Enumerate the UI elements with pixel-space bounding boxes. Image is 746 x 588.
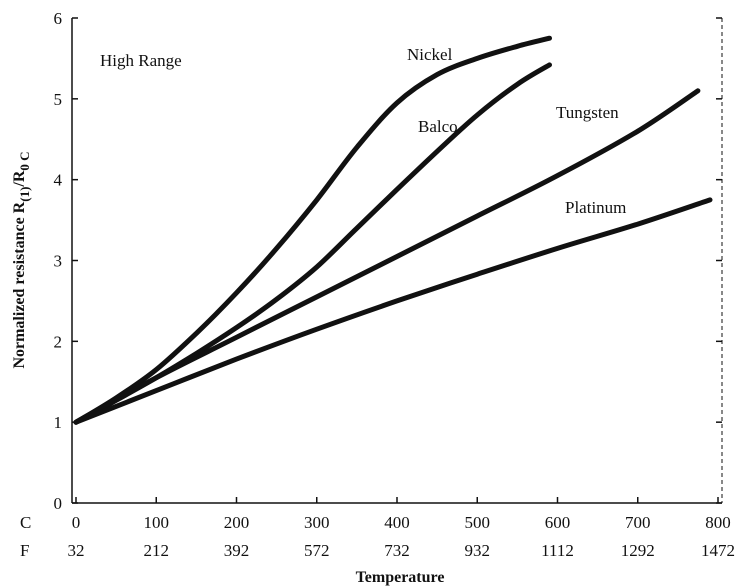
x-axis-title: Temperature xyxy=(356,569,445,586)
y-tick-group: 0 1 2 3 4 5 6 xyxy=(54,9,722,513)
y-axis-title-sub2: 0 C xyxy=(17,151,32,170)
y-axis-title-sub1: (1) xyxy=(17,187,32,202)
x-tick-label-c: 700 xyxy=(625,513,651,532)
x-tick-label-c: 600 xyxy=(545,513,571,532)
y-tick-label: 2 xyxy=(54,332,63,351)
series-line-platinum xyxy=(73,197,713,425)
x-tick-label-c: 0 xyxy=(72,513,81,532)
x-tick-label-c: 400 xyxy=(384,513,410,532)
series-label-nickel: Nickel xyxy=(407,45,453,64)
y-axis-title: Normalized resistance R(1)/R0 C xyxy=(11,151,32,368)
x-unit-primary-label: C xyxy=(20,513,31,532)
x-tick-label-f: 932 xyxy=(465,541,491,560)
y-tick-label: 5 xyxy=(54,90,63,109)
series-line-tungsten xyxy=(73,88,701,425)
x-tick-label-f: 1112 xyxy=(541,541,574,560)
x-tick-label-f: 1292 xyxy=(621,541,655,560)
series-group xyxy=(73,35,713,425)
y-tick-label: 1 xyxy=(54,413,63,432)
y-tick-label: 4 xyxy=(54,171,63,190)
y-tick-label: 0 xyxy=(54,494,63,513)
x-tick-label-f: 212 xyxy=(144,541,170,560)
high-range-annotation: High Range xyxy=(100,51,182,70)
x-tick-label-f: 732 xyxy=(384,541,410,560)
series-line-balco xyxy=(73,62,552,425)
series-label-balco: Balco xyxy=(418,117,458,136)
x-tick-label-c: 200 xyxy=(224,513,250,532)
series-label-tungsten: Tungsten xyxy=(556,103,619,122)
y-axis-title-slash: /R xyxy=(11,170,28,187)
x-tick-label-f: 392 xyxy=(224,541,250,560)
x-tick-label-c: 500 xyxy=(465,513,491,532)
y-axis-title-main: Normalized resistance R xyxy=(11,201,28,368)
x-tick-label-c: 800 xyxy=(705,513,731,532)
x-tick-label-c: 300 xyxy=(304,513,330,532)
x-tick-label-f: 32 xyxy=(68,541,85,560)
series-label-platinum: Platinum xyxy=(565,198,626,217)
x-tick-label-f: 572 xyxy=(304,541,330,560)
series-line-nickel xyxy=(73,35,552,425)
y-tick-label: 3 xyxy=(54,252,63,271)
x-unit-secondary-label: F xyxy=(20,541,29,560)
x-tick-label-f: 1472 xyxy=(701,541,735,560)
x-tick-label-c: 100 xyxy=(144,513,170,532)
x-tick-group: 0 32 100 212 200 392 300 572 400 732 500 932 600 1112… xyxy=(68,497,735,560)
y-tick-label: 6 xyxy=(54,9,63,28)
